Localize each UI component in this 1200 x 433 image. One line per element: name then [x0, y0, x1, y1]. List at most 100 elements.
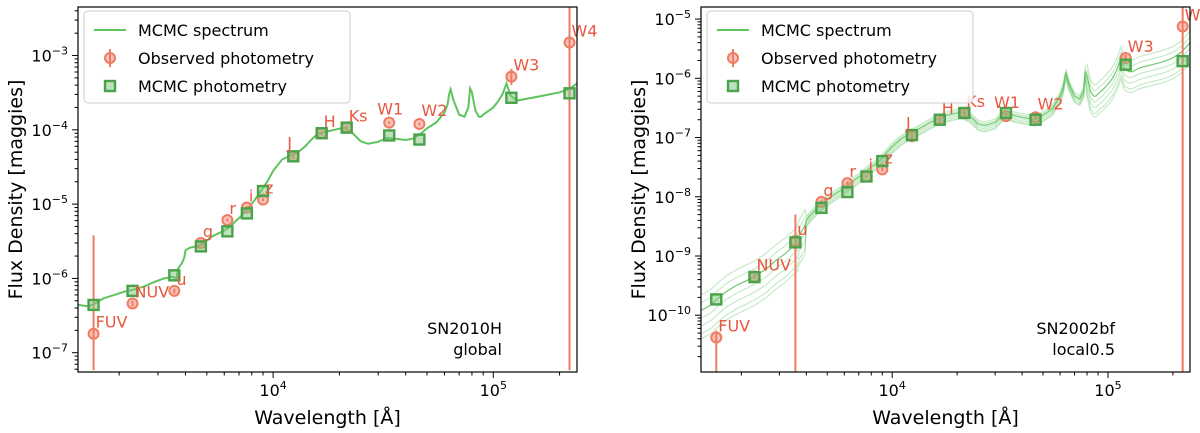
band-label: W1 — [994, 93, 1020, 112]
band-label: W1 — [377, 100, 403, 119]
legend-entry: MCMC spectrum — [138, 21, 269, 40]
legend-entry: MCMC spectrum — [761, 21, 892, 40]
band-label: i — [868, 155, 872, 174]
legend-box — [83, 10, 351, 104]
y-tick-label: 10−9 — [654, 245, 691, 266]
legend-observed-swatch — [104, 52, 116, 64]
spectrum-line — [701, 63, 1190, 340]
mcmc-point — [876, 154, 889, 168]
mcmc-point — [413, 133, 426, 146]
legend-box — [706, 10, 974, 104]
y-tick-label: 10−5 — [654, 8, 691, 29]
panel-annotation: local0.5 — [1052, 340, 1115, 359]
band-label: W4 — [1185, 5, 1200, 24]
x-axis-label: Wavelength [Å] — [872, 406, 1019, 429]
mcmc-point — [789, 236, 802, 249]
y-tick-label: 10−7 — [654, 127, 691, 148]
mcmc-point — [815, 201, 828, 215]
spectrum-line — [701, 53, 1190, 327]
band-label: FUV — [96, 313, 128, 332]
chart-panel-local: FUVNUVugrizJHKsW1W2W3W410410510−1010−910… — [628, 5, 1200, 429]
mcmc-point — [87, 298, 100, 312]
legend-entry: Observed photometry — [761, 49, 937, 68]
observed-point — [710, 331, 723, 344]
x-axis-label: Wavelength [Å] — [254, 406, 401, 429]
observed-point — [505, 70, 518, 83]
band-label: z — [265, 179, 273, 198]
y-tick-label: 10−5 — [31, 193, 68, 214]
y-tick-label: 10−10 — [647, 304, 691, 325]
y-tick-label: 10−7 — [31, 342, 68, 363]
band-label: u — [176, 270, 186, 289]
panel-annotation: SN2002bf — [1036, 319, 1115, 338]
mcmc-point — [563, 87, 576, 100]
band-label: W2 — [1038, 94, 1064, 113]
mcmc-point — [860, 170, 873, 183]
mcmc-point — [958, 106, 971, 120]
band-label: W3 — [1128, 37, 1154, 56]
mcmc-point — [1176, 54, 1189, 68]
y-tick-label: 10−3 — [31, 45, 68, 66]
mcmc-point — [933, 113, 946, 126]
mcmc-point — [383, 129, 396, 142]
band-label: J — [286, 133, 292, 152]
y-tick-label: 10−6 — [31, 267, 68, 288]
y-tick-label: 10−4 — [31, 119, 68, 140]
observed-point — [87, 327, 100, 340]
observed-point — [1176, 20, 1189, 33]
legend-entry: MCMC photometry — [761, 77, 910, 96]
legend: MCMC spectrum Observed photometry MCMC pho… — [706, 10, 974, 104]
mcmc-point — [256, 184, 270, 198]
band-label: W4 — [572, 21, 598, 40]
x-tick-label: 105 — [1094, 379, 1121, 400]
x-tick-label: 105 — [480, 379, 507, 400]
plot-frame — [77, 6, 578, 373]
observed-point — [168, 284, 181, 297]
plot-area — [78, 7, 577, 371]
mcmc-point — [287, 150, 300, 163]
observed-point — [221, 214, 234, 227]
y-tick-label: 10−6 — [654, 67, 691, 88]
band-label: H — [324, 112, 336, 131]
x-tick-label: 104 — [259, 379, 286, 400]
band-label: W2 — [421, 101, 447, 120]
band-label: g — [823, 181, 833, 200]
band-label: r — [229, 199, 236, 218]
mcmc-point — [1029, 113, 1042, 126]
band-label: W3 — [513, 56, 539, 75]
mcmc-point — [194, 240, 208, 253]
mcmc-point — [999, 106, 1013, 120]
band-label: i — [249, 187, 253, 206]
legend-entry: Observed photometry — [138, 49, 314, 68]
mcmc-point — [315, 127, 328, 140]
y-axis-label: Flux Density [maggies] — [5, 80, 27, 300]
band-label: u — [797, 220, 807, 239]
mcmc-point — [748, 270, 761, 284]
band-label: J — [905, 113, 911, 132]
x-tick-label: 104 — [879, 379, 906, 400]
mcmc-point — [240, 207, 254, 220]
mcmc-point — [505, 91, 518, 104]
band-label: NUV — [135, 282, 170, 301]
mcmc-point — [221, 225, 234, 238]
legend: MCMC spectrum Observed photometry MCMC pho… — [83, 10, 351, 104]
mcmc-point — [841, 185, 854, 199]
mcmc-point — [905, 128, 919, 142]
chart-panel-global: FUV NUV u gri z J H Ks W1 W2 W3 W4 104 105 10−7 10−6 10−… — [5, 6, 598, 429]
y-axis-label: Flux Density [maggies] — [628, 80, 650, 300]
mcmc-point — [710, 293, 723, 306]
panel-annotation: SN2010H — [427, 319, 502, 338]
observed-point — [126, 297, 139, 310]
observed-point — [383, 116, 396, 129]
mcmc-point — [126, 284, 139, 298]
legend-mcmc-swatch — [726, 79, 740, 93]
spectrum-line — [701, 59, 1190, 335]
plot-frame — [700, 6, 1191, 373]
mcmc-point — [340, 121, 353, 134]
legend-observed-swatch — [727, 52, 739, 64]
mcmc-point — [168, 269, 181, 282]
panel-annotation: global — [453, 340, 502, 359]
legend-entry: MCMC photometry — [138, 77, 287, 96]
band-label: NUV — [756, 256, 791, 275]
y-tick-label: 10−8 — [654, 186, 691, 207]
